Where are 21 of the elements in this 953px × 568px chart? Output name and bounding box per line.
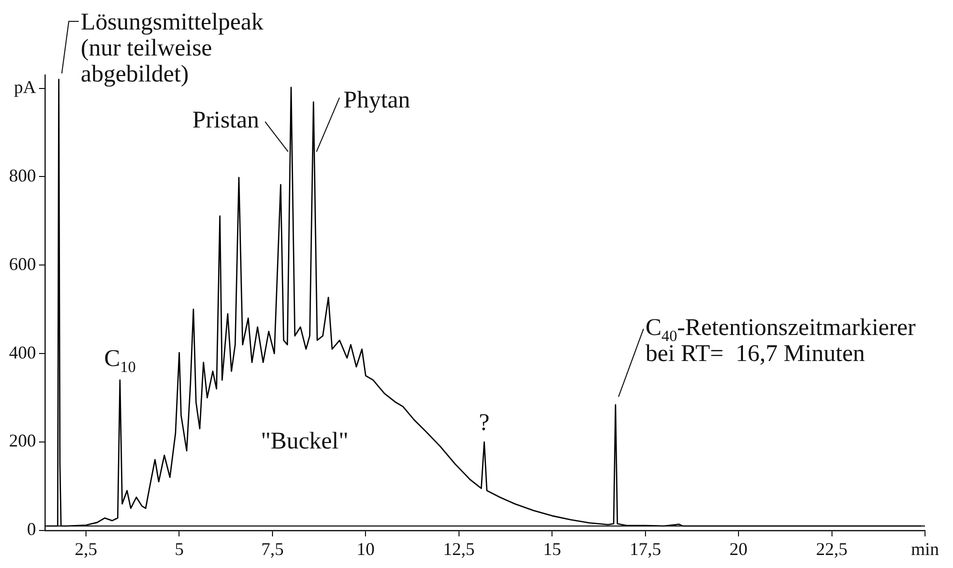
annotation: Lösungsmittelpeak (nur teilweise abgebildet) xyxy=(80,9,264,88)
annotation: Phytan xyxy=(343,88,410,114)
x-tick-label: 7,5 xyxy=(261,538,284,559)
x-tick-label: 2,5 xyxy=(74,538,98,559)
y-tick-label: 800 xyxy=(9,165,36,186)
y-tick-label: 400 xyxy=(9,342,36,362)
annotation: Pristan xyxy=(192,108,260,134)
annotation: ? xyxy=(478,410,490,436)
x-tick-label: 20 xyxy=(730,538,748,559)
x-tick-label: 17,5 xyxy=(630,538,662,559)
y-tick-label: pA xyxy=(14,77,36,97)
y-tick-label: 200 xyxy=(9,430,36,451)
x-tick-label: 12,5 xyxy=(443,538,475,559)
x-tick-label: 5 xyxy=(174,538,184,559)
y-tick-label: 600 xyxy=(9,254,36,274)
y-tick-label: 0 xyxy=(27,519,36,540)
x-tick-label: min xyxy=(910,538,940,559)
x-tick-label: 22,5 xyxy=(816,538,848,559)
annotation: "Buckel" xyxy=(260,428,348,454)
x-tick-label: 15 xyxy=(543,538,562,559)
x-tick-label: 10 xyxy=(356,538,375,559)
